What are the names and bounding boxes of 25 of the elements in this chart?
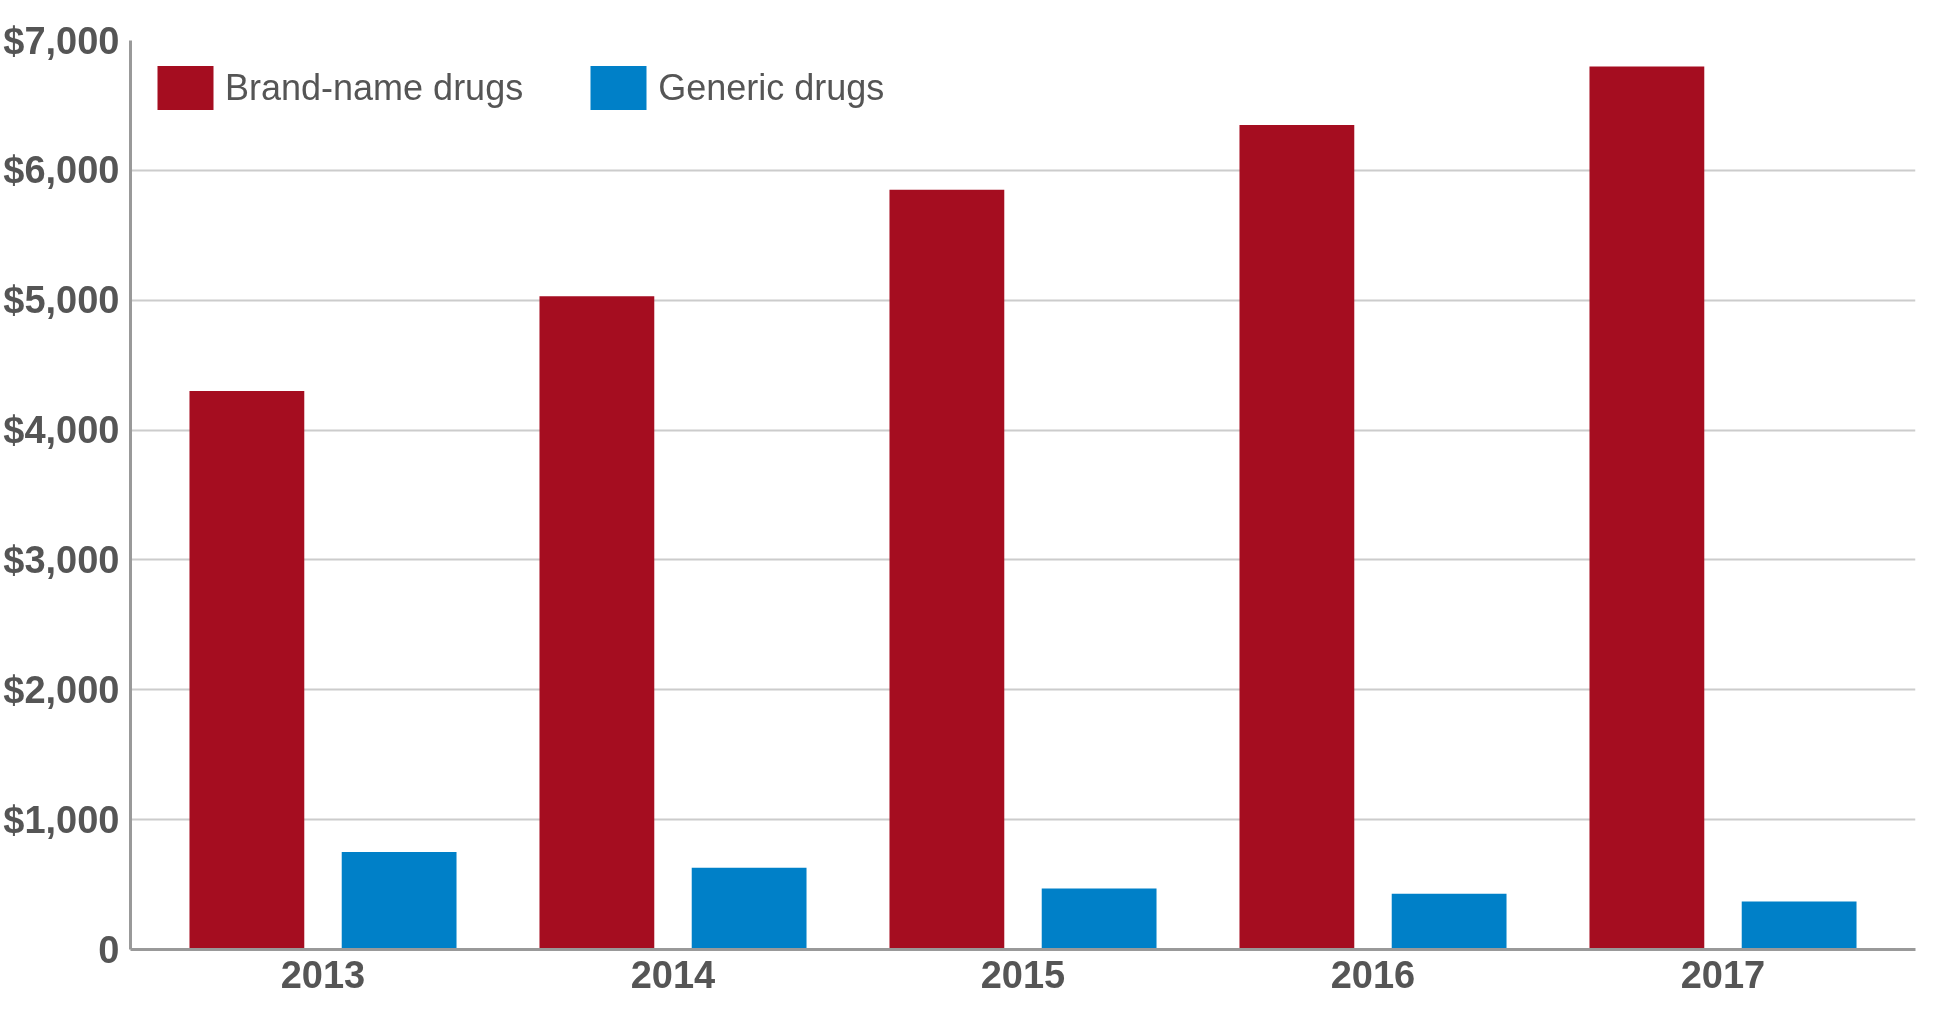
bar bbox=[1391, 893, 1507, 950]
x-tick-label: 2014 bbox=[630, 953, 716, 996]
bar bbox=[189, 391, 305, 950]
bar bbox=[539, 296, 655, 950]
y-tick-label: $7,000 bbox=[3, 19, 120, 62]
y-tick-label: $4,000 bbox=[3, 409, 120, 452]
x-tick-label: 2017 bbox=[1680, 953, 1766, 996]
bar bbox=[1041, 888, 1157, 950]
y-tick-label: 0 bbox=[98, 928, 120, 971]
legend-label: Generic drugs bbox=[658, 66, 885, 109]
bar bbox=[1239, 124, 1355, 950]
bar bbox=[691, 867, 807, 950]
y-tick-label: $5,000 bbox=[3, 279, 120, 322]
bar bbox=[341, 852, 457, 950]
x-tick-label: 2013 bbox=[280, 953, 366, 996]
x-tick-label: 2015 bbox=[980, 953, 1066, 996]
bar bbox=[889, 189, 1005, 950]
legend-label: Brand-name drugs bbox=[225, 66, 524, 109]
bar bbox=[1589, 66, 1705, 950]
y-tick-label: $1,000 bbox=[3, 798, 120, 841]
bar bbox=[1741, 901, 1857, 950]
y-tick-label: $2,000 bbox=[3, 668, 120, 711]
x-tick-label: 2016 bbox=[1330, 953, 1416, 996]
y-tick-label: $3,000 bbox=[3, 538, 120, 581]
y-tick-label: $6,000 bbox=[3, 149, 120, 192]
